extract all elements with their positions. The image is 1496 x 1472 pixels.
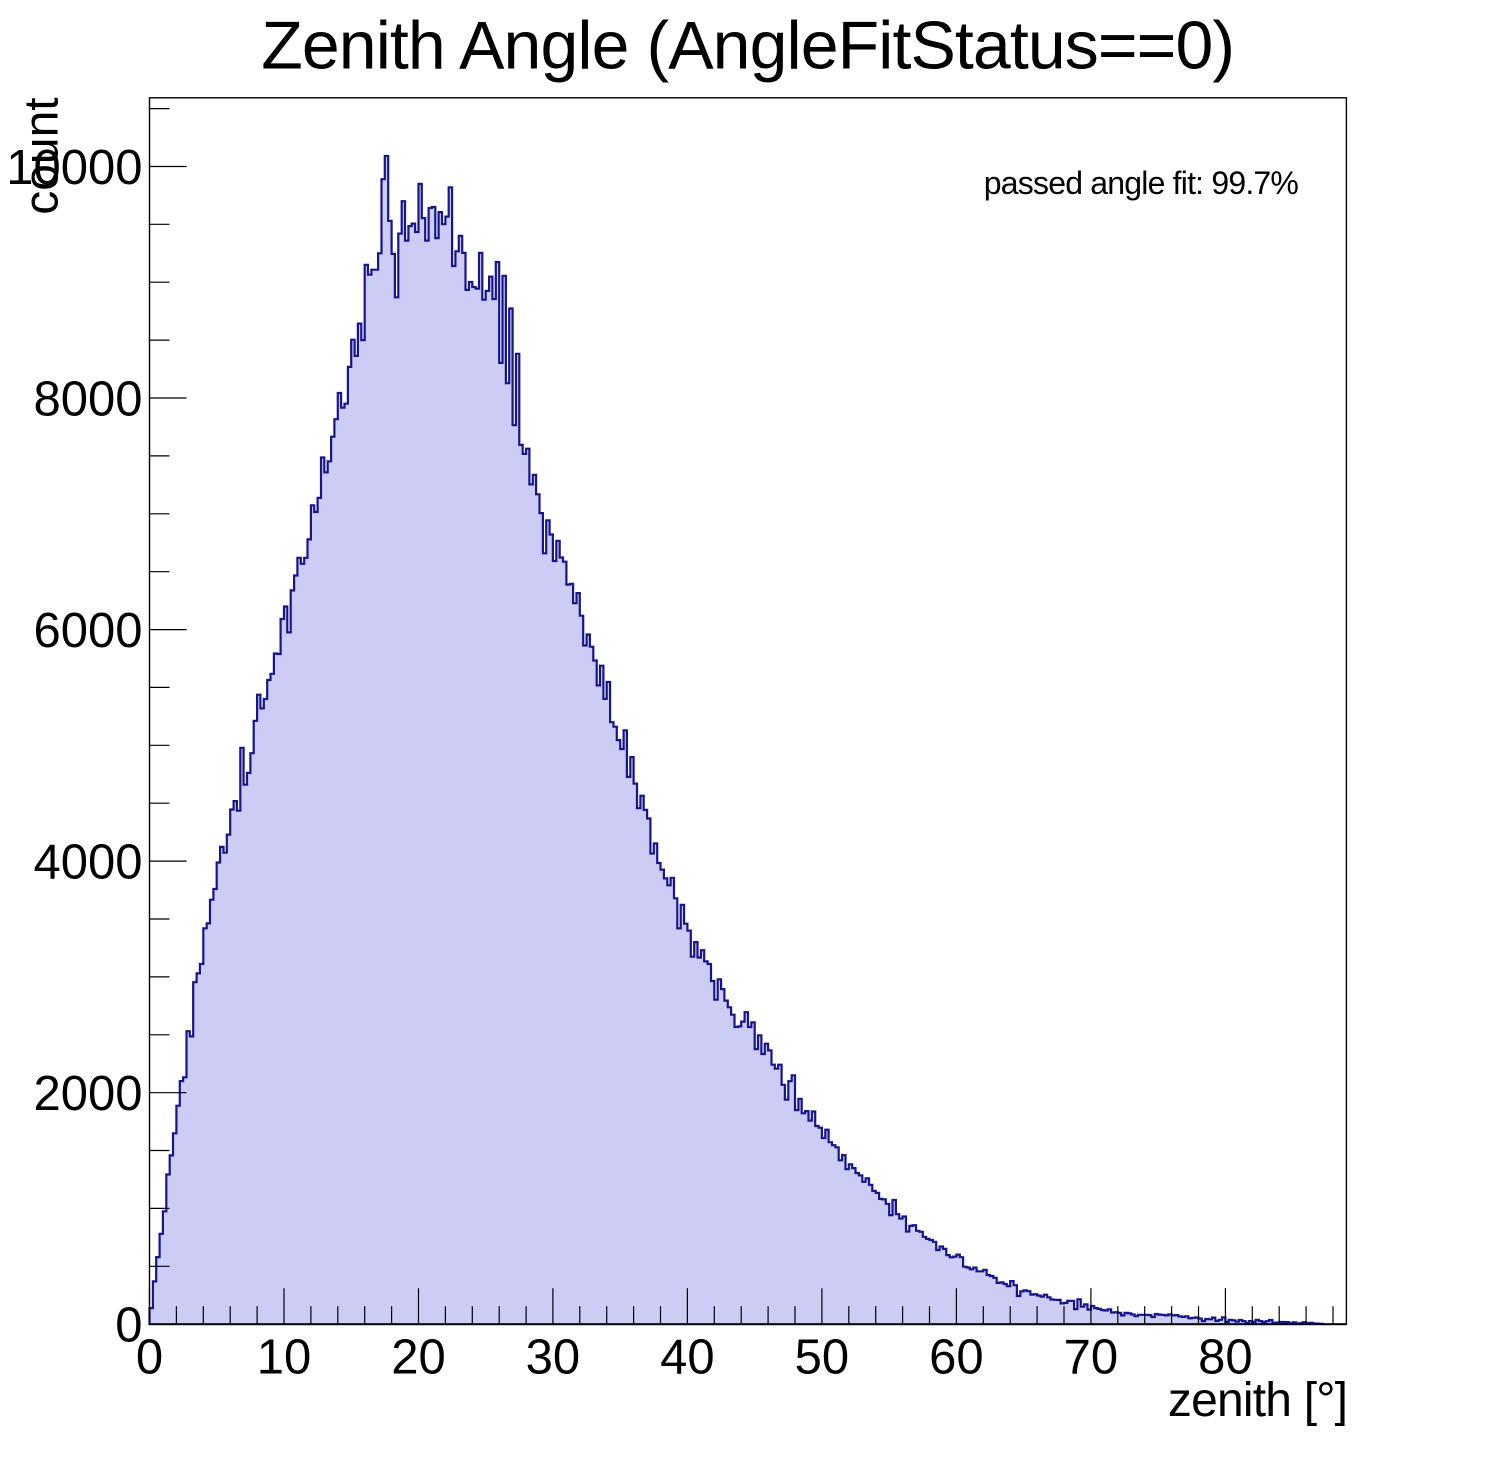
- svg-text:70: 70: [1064, 1330, 1119, 1384]
- svg-text:6000: 6000: [33, 604, 142, 658]
- svg-text:10: 10: [257, 1330, 312, 1384]
- svg-text:0: 0: [136, 1330, 163, 1384]
- svg-text:10000: 10000: [6, 141, 142, 195]
- svg-text:4000: 4000: [33, 836, 142, 890]
- svg-text:0: 0: [115, 1299, 142, 1353]
- svg-text:80: 80: [1198, 1330, 1253, 1384]
- svg-text:Zenith Angle (AngleFitStatus==: Zenith Angle (AngleFitStatus==0): [261, 8, 1234, 84]
- svg-text:zenith [°]: zenith [°]: [1168, 1374, 1347, 1427]
- svg-text:20: 20: [391, 1330, 446, 1384]
- svg-text:8000: 8000: [33, 372, 142, 426]
- svg-text:2000: 2000: [33, 1067, 142, 1121]
- svg-text:30: 30: [526, 1330, 581, 1384]
- svg-text:40: 40: [660, 1330, 715, 1384]
- svg-text:passed angle fit: 99.7%: passed angle fit: 99.7%: [984, 165, 1299, 201]
- svg-text:50: 50: [795, 1330, 850, 1384]
- svg-text:count: count: [15, 97, 68, 214]
- svg-text:60: 60: [929, 1330, 984, 1384]
